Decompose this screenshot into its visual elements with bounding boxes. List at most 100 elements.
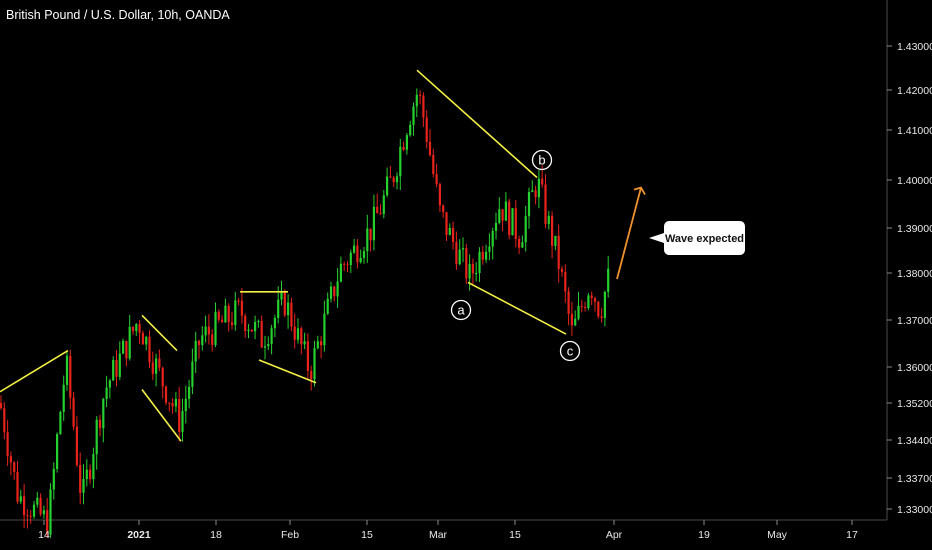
pattern-trendline — [141, 389, 182, 442]
candle-body — [26, 515, 29, 517]
candle-body — [188, 386, 191, 399]
candle-body — [131, 326, 135, 331]
price-tick-label: 1.39000 — [897, 223, 932, 235]
candle-body — [118, 353, 121, 377]
candle-body — [402, 146, 405, 150]
candle-body — [537, 178, 540, 198]
candle-body — [89, 469, 92, 480]
price-tick-label: 1.35200 — [897, 398, 932, 410]
candle-body — [593, 298, 597, 302]
candle-body — [214, 311, 217, 345]
candle-body — [481, 251, 484, 260]
candle-body — [293, 326, 296, 340]
candle-body — [349, 252, 352, 266]
candle-body — [128, 326, 131, 359]
candle-body — [544, 184, 547, 224]
candle-body — [310, 371, 313, 380]
candle-body — [49, 489, 52, 535]
candle-body — [52, 468, 55, 490]
candle-body — [541, 178, 544, 185]
wave-label-a: a — [457, 303, 465, 318]
candle-body — [32, 504, 36, 517]
candle-body — [290, 302, 293, 327]
candle-body — [521, 242, 524, 248]
candle-body — [531, 190, 534, 193]
candle-body — [178, 398, 181, 432]
candle-body — [527, 192, 531, 217]
candle-body — [267, 343, 270, 347]
pattern-trendline — [0, 349, 69, 393]
candle-body — [415, 94, 418, 107]
wave-label-c: c — [567, 344, 574, 359]
candle-body — [600, 316, 603, 318]
candle-body — [511, 208, 514, 236]
candle-body — [514, 208, 517, 239]
candle-body — [56, 434, 59, 469]
candle-body — [230, 322, 234, 326]
candle-body — [425, 117, 428, 142]
candle-body — [306, 341, 309, 372]
candle-body — [13, 462, 16, 472]
candle-body — [570, 313, 573, 326]
candle-body — [237, 300, 240, 302]
candle-body — [488, 246, 491, 252]
candle-body — [389, 176, 392, 178]
candle-body — [494, 222, 498, 231]
candle-body — [392, 177, 395, 183]
candle-body — [551, 215, 554, 246]
candle-body — [204, 326, 207, 336]
time-tick-label: May — [767, 529, 788, 541]
candle-body — [432, 155, 435, 175]
candle-body — [587, 295, 590, 309]
time-tick-label: Apr — [606, 529, 623, 541]
candle-body — [478, 251, 481, 274]
wave-label-circle — [531, 149, 553, 171]
wave-label-circle — [450, 299, 472, 321]
candle-body — [29, 515, 32, 517]
candle-body — [607, 268, 610, 292]
candle-body — [458, 249, 461, 265]
candle-body — [508, 201, 511, 236]
candle-body — [399, 146, 402, 177]
candle-body — [412, 106, 415, 125]
candle-body — [3, 408, 6, 433]
candle-body — [141, 332, 144, 345]
candle-body — [247, 329, 250, 331]
candle-body — [36, 497, 39, 505]
candle-body — [125, 340, 128, 359]
candle-body — [250, 329, 253, 332]
candle-body — [501, 209, 504, 221]
price-axis[interactable]: 1.43000 1.42000 1.41000 1.40000 1.39000 1.380… — [887, 41, 932, 516]
candle-body — [145, 336, 148, 345]
candle-body — [168, 402, 171, 404]
candle-body — [16, 471, 19, 502]
candle-body — [366, 228, 369, 252]
candle-body — [65, 355, 69, 385]
price-tick-label: 1.36000 — [897, 362, 932, 374]
candle-body — [201, 335, 204, 345]
candle-body — [9, 456, 12, 463]
candle-body — [326, 298, 329, 314]
chart-title: British Pound / U.S. Dollar, 10h, OANDA — [6, 8, 230, 22]
candle-body — [386, 176, 389, 196]
candle-body — [115, 359, 118, 377]
candle-body — [300, 328, 303, 345]
candle-body — [62, 384, 65, 412]
time-tick-label: Mar — [429, 529, 448, 541]
candle-body — [42, 510, 45, 515]
candle-body — [155, 358, 158, 374]
candle-body — [422, 95, 425, 118]
candle-body — [577, 305, 580, 319]
candle-body — [336, 281, 339, 297]
candle-body — [224, 305, 227, 323]
candle-body — [475, 273, 478, 275]
candle-body — [557, 235, 560, 269]
candle-body — [211, 334, 214, 345]
candle-body — [333, 286, 336, 297]
time-axis[interactable]: 14 2021 18 Feb 15 Mar 15 Apr 19 May 17 — [38, 520, 858, 541]
candle-body — [465, 248, 468, 279]
candle-body — [263, 346, 267, 348]
candle-body — [329, 286, 333, 299]
pattern-trendline — [416, 69, 538, 179]
